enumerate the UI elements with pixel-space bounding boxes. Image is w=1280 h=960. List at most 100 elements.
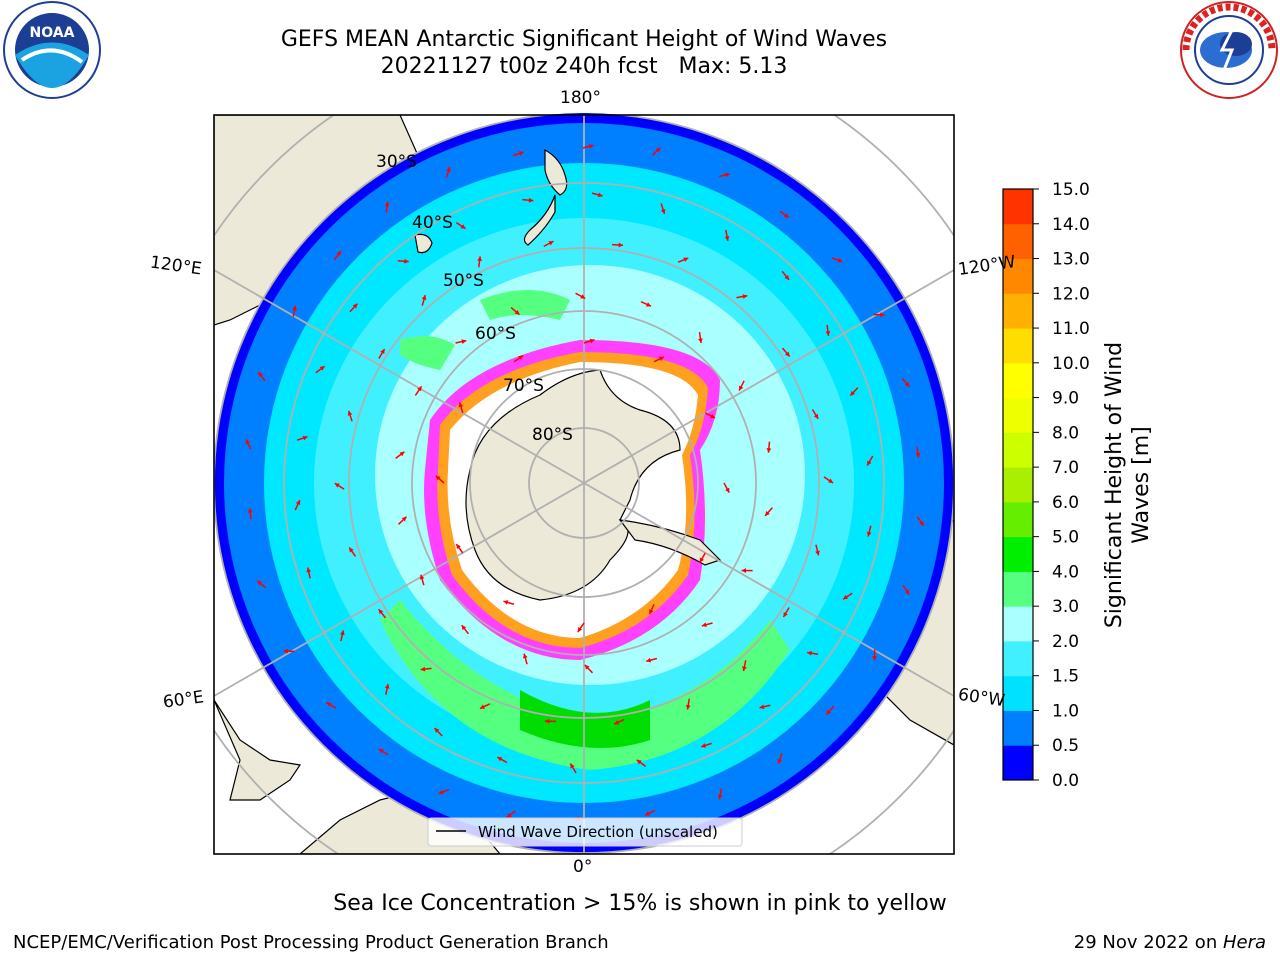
wave-arrow-head (384, 683, 390, 689)
nws-logo (1178, 0, 1280, 104)
wave-arrow-head (417, 386, 422, 392)
colorbar-frame (1002, 188, 1034, 781)
wave-arrow-head (685, 704, 691, 710)
colorbar-tick-label: 6.0 (1052, 493, 1079, 513)
colorbar-tick-label: 10.0 (1052, 354, 1090, 374)
colorbar-segment (1003, 397, 1033, 433)
wave-arrow-head (258, 372, 263, 377)
wave-arrow-head (548, 241, 554, 246)
wave-arrow-head (655, 147, 661, 153)
wave-arrow-head (759, 704, 765, 710)
colorbar-segment (1003, 675, 1033, 711)
colorbar-segment (1003, 293, 1033, 329)
wave-arrow-head (815, 550, 820, 556)
wave-arrow-head (646, 302, 652, 307)
wave-arrow-head (506, 812, 512, 818)
wave-arrow-head (813, 413, 819, 419)
wave-arrow-head (588, 144, 594, 149)
colorbar-segment (1003, 606, 1033, 642)
lat-label-30s: 30°S (376, 152, 417, 172)
antarctica-land (465, 369, 681, 601)
colorbar-tick-label: 14.0 (1052, 215, 1090, 235)
colorbar-tick-label: 1.5 (1052, 667, 1079, 687)
wave-arrow-head (915, 453, 921, 458)
wave-arrow-head (349, 547, 354, 553)
wave-arrow-head (446, 166, 451, 172)
colorbar-segment (1003, 362, 1033, 399)
colorbar-tick-label: 3.0 (1052, 597, 1079, 617)
chart-subtitle: 20221127 t00z 240h fcst Max: 5.13 (380, 54, 788, 79)
wave-arrow-head (837, 257, 843, 263)
lat-label-50s: 50°S (443, 271, 484, 291)
generation-date: 29 Nov 2022 on Hera (1074, 932, 1266, 953)
wave-arrow-head (765, 510, 770, 516)
colorbar-tick-label: 13.0 (1052, 250, 1090, 270)
wave-arrow-head (283, 648, 289, 654)
wave-arrow-head (783, 213, 789, 218)
wave-arrow-head (698, 338, 703, 344)
bright-green-patch (520, 690, 650, 748)
wave-arrow-head (378, 748, 384, 754)
wave-arrow-head (649, 609, 654, 615)
wave-arrow-head (701, 622, 707, 628)
green-patch-north (480, 290, 570, 320)
colorbar-segment (1003, 467, 1033, 503)
colorbar: 0.0 0.5 1.0 1.5 2.0 3.0 4.0 5.0 6.0 7.0 8.0 9.0 10.0… (1003, 180, 1090, 791)
colorbar-segment (1003, 432, 1033, 468)
wave-arrow-head (784, 274, 790, 280)
wave-arrow-head (380, 349, 385, 355)
wave-arrow-head (717, 794, 723, 800)
wave-arrow-head (497, 757, 503, 762)
wave-arrow-head (826, 709, 832, 715)
wave-arrow-head (645, 811, 650, 816)
colorbar-label-line1: Significant Height of Wind (1102, 342, 1127, 628)
new-zealand-south-land (523, 194, 556, 246)
legend: Wind Wave Direction (unscaled) (427, 817, 743, 847)
wave-arrow-head (766, 448, 772, 453)
generation-date-prefix: 29 Nov 2022 on (1073, 932, 1223, 953)
wave-arrow-head (401, 516, 407, 522)
wave-arrow-head (741, 568, 747, 573)
wave-arrow-head (399, 451, 405, 457)
wave-arrow-head (347, 410, 353, 416)
colorbar-tick-label: 0.5 (1052, 736, 1079, 756)
wave-arrow-head (825, 331, 831, 336)
wave-arrow-head (257, 580, 263, 586)
wave-arrow-head (384, 201, 390, 207)
chart-title: GEFS MEAN Antarctic Significant Height o… (280, 27, 888, 52)
wave-arrow-head (528, 197, 534, 203)
wave-arrow-head (742, 666, 747, 672)
wave-arrow-head (306, 567, 312, 573)
colorbar-segment (1003, 189, 1033, 225)
wave-arrow-head (404, 258, 409, 264)
colorbar-tick-label: 2.0 (1052, 632, 1079, 652)
lat-label-80s: 80°S (532, 425, 573, 445)
wave-arrow-head (807, 650, 812, 656)
wind-wave-arrows (245, 144, 925, 822)
colorbar-segment (1003, 223, 1033, 260)
wave-arrow-head (460, 224, 466, 229)
wave-arrow-head (544, 718, 550, 724)
wave-arrow-head (867, 460, 872, 466)
wave-arrow-head (584, 664, 590, 670)
wave-arrow-head (480, 704, 485, 709)
wave-arrow-head (295, 500, 301, 506)
colorbar-segment (1003, 571, 1033, 607)
wave-arrow-head (245, 439, 250, 445)
wave-arrow-head (618, 242, 624, 248)
colorbar-segment (1003, 745, 1033, 781)
wave-arrow-head (683, 257, 689, 262)
wave-arrow-head (456, 544, 461, 550)
wave-arrow-head (724, 236, 730, 241)
wave-arrow-head (247, 508, 253, 513)
lat-label-60s: 60°S (475, 324, 516, 344)
wave-arrow-head (904, 589, 910, 595)
wave-arrow-head (577, 627, 583, 633)
colorbar-segment (1003, 258, 1033, 294)
colorbar-tick-label: 15.0 (1052, 180, 1090, 200)
wave-arrow-head (434, 728, 440, 733)
colorbar-tick-label: 0.0 (1052, 771, 1079, 791)
wave-arrow-head (514, 309, 520, 315)
wave-arrow-head (739, 385, 744, 391)
colorbar-segment (1003, 328, 1033, 364)
